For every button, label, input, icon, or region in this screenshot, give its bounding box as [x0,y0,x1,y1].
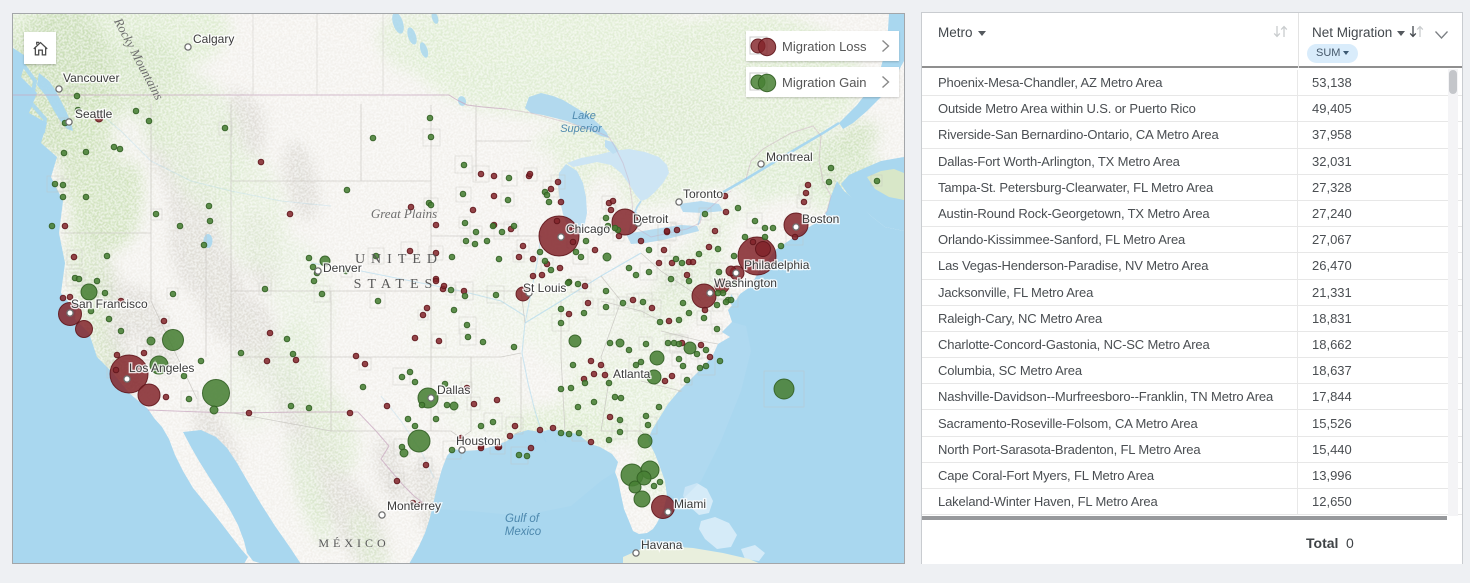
svg-text:Vancouver: Vancouver [63,71,119,85]
svg-text:Monterrey: Monterrey [387,499,441,513]
svg-text:Chicago: Chicago [566,222,610,236]
svg-text:Havana: Havana [641,538,683,552]
svg-text:Toronto: Toronto [683,187,723,201]
svg-text:St Louis: St Louis [523,281,566,295]
svg-text:Atlanta: Atlanta [613,367,651,381]
svg-text:Washington: Washington [714,276,777,290]
svg-text:Miami: Miami [674,497,706,511]
svg-text:Lake: Lake [572,110,596,122]
svg-text:Philadelphia: Philadelphia [744,258,810,272]
svg-text:Mexico: Mexico [505,526,542,538]
svg-text:Los Angeles: Los Angeles [129,361,194,375]
svg-text:Montreal: Montreal [766,150,813,164]
svg-text:Denver: Denver [323,261,362,275]
svg-text:Seattle: Seattle [75,107,113,121]
svg-text:MÉXICO: MÉXICO [318,536,389,550]
svg-text:Great Plains: Great Plains [371,206,437,221]
svg-text:Dallas: Dallas [437,383,470,397]
svg-text:UNITED: UNITED [355,252,443,267]
svg-text:Superior: Superior [560,123,603,135]
svg-text:Calgary: Calgary [193,32,234,46]
svg-text:San Francisco: San Francisco [71,297,148,311]
svg-text:STATES: STATES [354,277,439,292]
svg-text:Gulf of: Gulf of [505,513,541,525]
svg-text:Houston: Houston [456,434,501,448]
svg-text:Boston: Boston [802,212,839,226]
svg-text:Detroit: Detroit [633,212,669,226]
